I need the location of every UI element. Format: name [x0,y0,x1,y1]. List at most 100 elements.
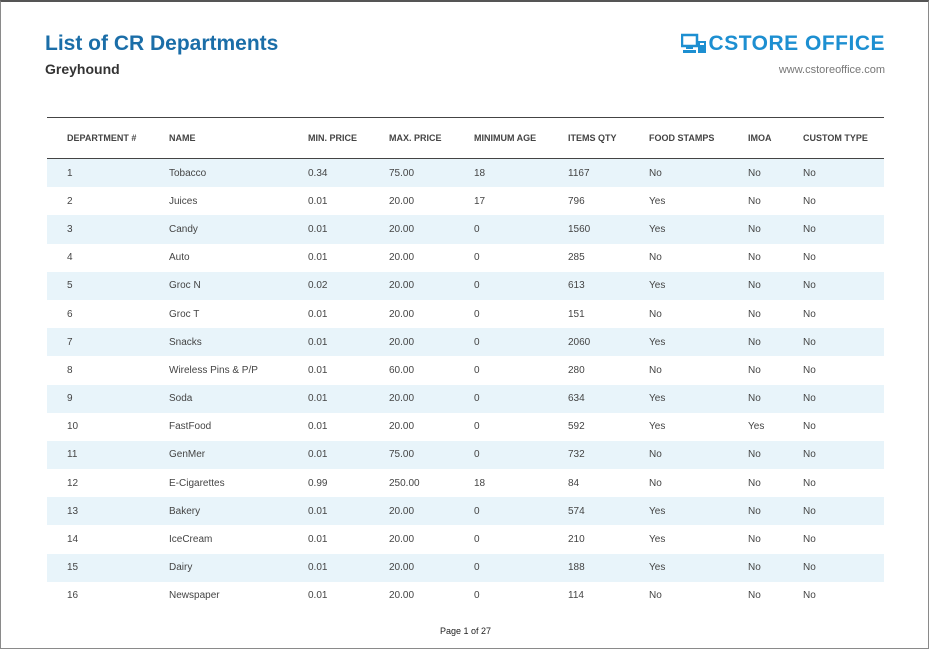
cell-items-qty: 732 [548,440,629,470]
cell-max-price: 20.00 [389,590,415,602]
departments-table: DEPARTMENT # NAME MIN. PRICE MAX. PRICE MINI… [47,117,884,610]
cell-food-stamps: Yes [649,195,666,207]
cell-minimum-age: 0 [454,553,548,582]
cell-items-qty: 574 [548,497,629,526]
cell-name: Groc T [169,308,200,320]
cell-items-qty: 210 [568,534,585,546]
table-row: 11 GenMer 0.01 75.00 0 732 No No No [47,440,884,470]
cell-items-qty: 796 [568,195,585,207]
cell-items-qty: 634 [548,384,629,413]
cell-imoa: No [728,215,783,244]
cell-items-qty: 1560 [548,215,629,244]
cell-name: GenMer [149,440,288,470]
column-header-department-number: DEPARTMENT # [47,117,149,159]
cell-imoa: No [748,252,761,264]
cell-minimum-age: 0 [474,308,480,320]
table-row: 16 Newspaper 0.01 20.00 0 114 No No No [47,582,884,610]
table-row: 14 IceCream 0.01 20.00 0 210 Yes No No [47,525,884,553]
cell-food-stamps: No [649,308,662,320]
cell-food-stamps: Yes [629,271,728,300]
cell-custom-type: No [783,215,884,244]
cell-min-price: 0.01 [288,328,369,357]
cell-name: IceCream [169,534,213,546]
cell-name: Candy [149,215,288,244]
cell-imoa: No [728,384,783,413]
table-row: 7 Snacks 0.01 20.00 0 2060 Yes No No [47,328,884,357]
cell-custom-type: No [783,553,884,582]
cell-max-price: 75.00 [369,158,454,188]
cell-custom-type: No [803,590,816,602]
cell-department-number: 6 [67,308,73,320]
cell-custom-type: No [783,158,884,188]
cell-imoa: No [728,158,783,188]
cell-items-qty: 2060 [548,328,629,357]
cell-food-stamps: Yes [629,215,728,244]
cell-department-number: 11 [47,440,149,470]
cell-department-number: 14 [67,534,79,546]
cell-min-price: 0.01 [308,252,328,264]
cell-min-price: 0.01 [288,553,369,582]
cell-custom-type: No [783,384,884,413]
cell-items-qty: 151 [568,308,585,320]
column-header-custom-type: CUSTOM TYPE [783,117,884,159]
cell-department-number: 4 [67,252,73,264]
cell-max-price: 20.00 [369,215,454,244]
cell-imoa: No [748,534,761,546]
cell-min-price: 0.01 [308,534,328,546]
cell-max-price: 20.00 [369,553,454,582]
cell-imoa: No [748,590,761,602]
cell-items-qty: 84 [568,477,580,489]
cell-minimum-age: 18 [454,158,548,188]
cell-custom-type: No [803,195,816,207]
register-computer-icon [680,33,706,53]
cell-minimum-age: 0 [454,384,548,413]
column-header-imoa: IMOA [728,117,783,159]
cell-minimum-age: 18 [474,477,486,489]
table-row: 4 Auto 0.01 20.00 0 285 No No No [47,244,884,272]
table-row: 9 Soda 0.01 20.00 0 634 Yes No No [47,384,884,413]
table-row: 10 FastFood 0.01 20.00 0 592 Yes Yes No [47,413,884,441]
cell-min-price: 0.01 [308,421,328,433]
cell-custom-type: No [803,421,816,433]
cell-max-price: 75.00 [369,440,454,470]
cell-department-number: 1 [47,158,149,188]
cstore-office-logo: CSTORE OFFICE [680,32,885,56]
cell-min-price: 0.01 [308,195,328,207]
cell-name: Dairy [149,553,288,582]
cell-items-qty: 592 [568,421,585,433]
cell-custom-type: No [783,497,884,526]
cell-imoa: No [728,271,783,300]
cell-items-qty: 188 [548,553,629,582]
cell-max-price: 20.00 [389,252,415,264]
cell-food-stamps: No [629,440,728,470]
cell-name: Auto [169,252,190,264]
column-header-items-qty: ITEMS QTY [548,117,629,159]
cell-max-price: 60.00 [389,364,415,376]
logo-text: CSTORE OFFICE [708,32,885,55]
website-url: www.cstoreoffice.com [778,64,885,76]
cell-items-qty: 280 [568,364,585,376]
cell-min-price: 0.34 [288,158,369,188]
cell-min-price: 0.01 [308,364,328,376]
cell-max-price: 250.00 [389,477,420,489]
cell-food-stamps: Yes [629,384,728,413]
cell-min-price: 0.01 [288,497,369,526]
cell-food-stamps: Yes [649,534,666,546]
cell-custom-type: No [783,328,884,357]
cell-food-stamps: No [649,252,662,264]
cell-name: Soda [149,384,288,413]
cell-name: Tobacco [149,158,288,188]
cell-food-stamps: Yes [629,328,728,357]
cell-department-number: 2 [67,195,73,207]
cell-name: Newspaper [169,590,220,602]
cell-food-stamps: No [629,158,728,188]
cell-min-price: 0.01 [308,308,328,320]
cell-max-price: 20.00 [369,497,454,526]
cell-max-price: 20.00 [389,534,415,546]
cell-imoa: No [728,497,783,526]
cell-department-number: 10 [67,421,79,433]
cell-name: Bakery [149,497,288,526]
cell-food-stamps: No [649,477,662,489]
cell-custom-type: No [803,477,816,489]
cell-imoa: No [728,440,783,470]
